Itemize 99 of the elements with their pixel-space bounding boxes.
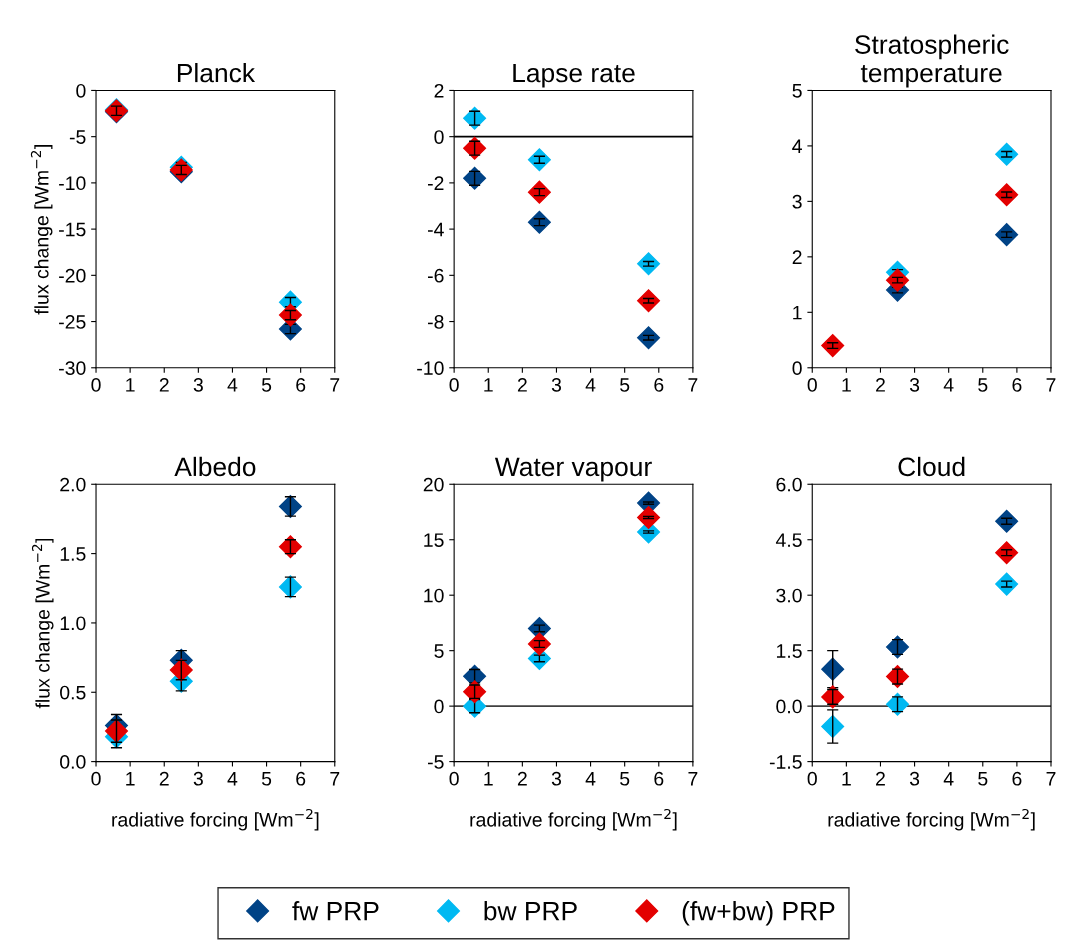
x-tick-label: 4: [943, 378, 954, 392]
y-tick-label: 0: [434, 699, 444, 714]
legend-label: bw PRP: [484, 901, 577, 921]
x-tick-label: 5: [620, 378, 630, 392]
x-tick-label: 5: [978, 378, 988, 392]
y-tick-label: 4.5: [775, 533, 802, 547]
y-tick-label: -1.5: [769, 755, 802, 769]
x-tick-label: 5: [261, 378, 272, 392]
x-tick-label: 1: [126, 772, 135, 786]
x-tick-label: 3: [193, 771, 203, 786]
y-tick-label: -2: [428, 176, 444, 190]
y-tick-label: 1.5: [776, 644, 802, 658]
x-tick-label: 3: [551, 378, 562, 392]
chart-title: Stratospheric temperature: [855, 34, 1009, 88]
x-tick-label: 3: [193, 378, 203, 392]
y-tick-label: 3.0: [776, 588, 802, 603]
x-tick-label: 7: [688, 772, 698, 786]
chart-title: Lapse rate: [513, 63, 635, 88]
y-tick-label: -5: [69, 130, 86, 144]
y-tick-label: 5: [434, 644, 444, 658]
y-axis-title: flux change [Wm$^{−2}$]: [31, 538, 54, 709]
y-tick-label: 1.5: [60, 547, 86, 561]
y-tick-label: 0: [434, 130, 444, 144]
y-tick-label: 15: [424, 533, 444, 547]
x-tick-label: 0: [449, 378, 459, 392]
x-tick-label: 3: [909, 378, 920, 392]
chart-title: Water vapour: [494, 457, 652, 482]
x-tick-label: 6: [1012, 771, 1022, 786]
x-tick-label: 6: [296, 378, 306, 392]
y-tick-label: -25: [59, 315, 86, 329]
y-tick-label: 0.0: [776, 699, 802, 714]
x-tick-label: 1: [126, 378, 135, 392]
x-tick-label: 0: [449, 771, 459, 786]
x-axis-title: radiative forcing [Wm$^{−2}$]: [470, 808, 677, 831]
x-tick-label: 6: [654, 378, 664, 392]
x-tick-label: 7: [688, 378, 698, 392]
y-tick-label: 0.0: [60, 755, 86, 769]
x-tick-label: 4: [943, 772, 954, 786]
y-tick-label: -15: [59, 222, 86, 237]
x-tick-label: 5: [978, 772, 988, 786]
y-tick-label: 1: [793, 305, 802, 320]
y-tick-label: 10: [424, 588, 444, 603]
x-tick-label: 1: [484, 772, 493, 786]
x-axis-title: radiative forcing [Wm$^{−2}$]: [828, 808, 1035, 831]
y-tick-label: 0.5: [60, 685, 86, 700]
x-tick-label: 2: [517, 771, 527, 786]
x-tick-label: 1: [484, 378, 493, 392]
legend-label: fw PRP: [292, 901, 379, 921]
x-axis-title: radiative forcing [Wm$^{−2}$]: [112, 808, 319, 831]
y-tick-label: -8: [428, 315, 444, 329]
chart-title: Planck: [177, 62, 256, 83]
y-tick-label: 1.0: [60, 616, 86, 631]
y-tick-label: 5: [792, 84, 802, 98]
x-tick-label: 7: [1046, 378, 1056, 392]
x-tick-label: 7: [1046, 772, 1056, 786]
chart-title: Cloud: [898, 456, 965, 477]
y-tick-label: 3: [792, 194, 802, 209]
legend-label: (fw+bw) PRP: [682, 901, 835, 926]
x-tick-label: 6: [1012, 378, 1022, 392]
x-tick-label: 2: [517, 378, 527, 392]
x-tick-label: 1: [842, 378, 851, 392]
x-tick-label: 0: [807, 771, 817, 786]
x-tick-label: 0: [807, 378, 817, 392]
y-tick-label: -5: [428, 755, 444, 769]
chart-title: Albedo: [174, 456, 256, 477]
y-tick-label: -30: [59, 361, 86, 376]
x-tick-label: 2: [876, 378, 885, 392]
y-tick-label: 4: [792, 139, 802, 153]
x-tick-label: 4: [585, 378, 596, 392]
x-tick-label: 6: [654, 771, 664, 786]
x-tick-label: 4: [585, 772, 596, 786]
x-tick-label: 1: [842, 772, 851, 786]
x-tick-label: 2: [159, 771, 169, 786]
x-tick-label: 4: [227, 772, 238, 786]
x-tick-label: 2: [876, 771, 885, 786]
y-tick-label: 20: [423, 477, 444, 492]
y-axis-title: flux change [Wm$^{−2}$]: [30, 145, 53, 315]
y-tick-label: 6.0: [776, 477, 802, 492]
y-tick-label: -20: [59, 268, 86, 283]
x-tick-label: 0: [91, 378, 101, 392]
y-tick-label: -4: [428, 222, 444, 237]
y-tick-label: -10: [417, 361, 444, 376]
y-tick-label: 2: [434, 83, 444, 98]
y-tick-label: 0: [792, 361, 802, 376]
y-tick-label: 0: [76, 83, 86, 98]
x-tick-label: 0: [91, 771, 101, 786]
x-tick-label: 3: [909, 771, 920, 786]
y-tick-label: -10: [59, 176, 86, 191]
x-tick-label: 4: [227, 378, 238, 392]
x-tick-label: 5: [261, 772, 272, 786]
x-tick-label: 2: [159, 378, 169, 392]
x-tick-label: 6: [296, 771, 306, 786]
y-tick-label: -6: [428, 268, 444, 283]
x-tick-label: 7: [330, 378, 340, 392]
y-tick-label: 2.0: [60, 477, 86, 492]
x-tick-label: 7: [330, 772, 340, 786]
x-tick-label: 3: [551, 771, 562, 786]
y-tick-label: 2: [792, 250, 802, 264]
x-tick-label: 5: [620, 772, 630, 786]
